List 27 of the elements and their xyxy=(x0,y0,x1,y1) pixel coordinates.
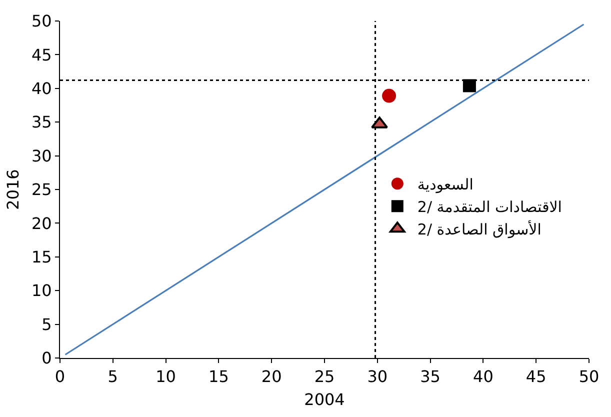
y-tick-label: 45 xyxy=(31,45,52,64)
x-tick-label: 15 xyxy=(208,367,229,386)
legend-label: الاقتصادات المتقدمة /2 xyxy=(417,198,562,216)
y-tick-label: 10 xyxy=(31,281,52,300)
legend-label: الأسواق الصاعدة /2 xyxy=(417,219,542,238)
y-tick-label: 20 xyxy=(31,214,52,233)
x-tick-label: 5 xyxy=(108,367,118,386)
y-tick-label: 5 xyxy=(42,314,52,334)
x-tick-label: 35 xyxy=(420,367,440,386)
x-tick-label: 45 xyxy=(526,367,546,386)
x-tick-label: 25 xyxy=(314,367,335,386)
y-axis-title: 2016 xyxy=(3,169,22,210)
x-tick-label: 10 xyxy=(156,367,176,386)
y-tick-label: 50 xyxy=(31,12,52,31)
legend-label: السعودية xyxy=(417,175,474,194)
x-tick-label: 50 xyxy=(578,367,600,386)
x-tick-label: 40 xyxy=(473,367,494,386)
y-tick-label: 35 xyxy=(31,112,52,132)
y-tick-label: 15 xyxy=(31,248,52,266)
x-tick-label: 0 xyxy=(54,367,66,386)
x-axis-title: 2004 xyxy=(304,390,345,409)
y-tick-label: 25 xyxy=(31,180,52,200)
y-tick-label: 40 xyxy=(31,79,52,98)
x-tick-label: 20 xyxy=(261,367,282,386)
y-tick-label: 0 xyxy=(42,348,52,368)
x-tick-label: 30 xyxy=(367,367,388,386)
y-tick-label: 30 xyxy=(31,146,52,166)
